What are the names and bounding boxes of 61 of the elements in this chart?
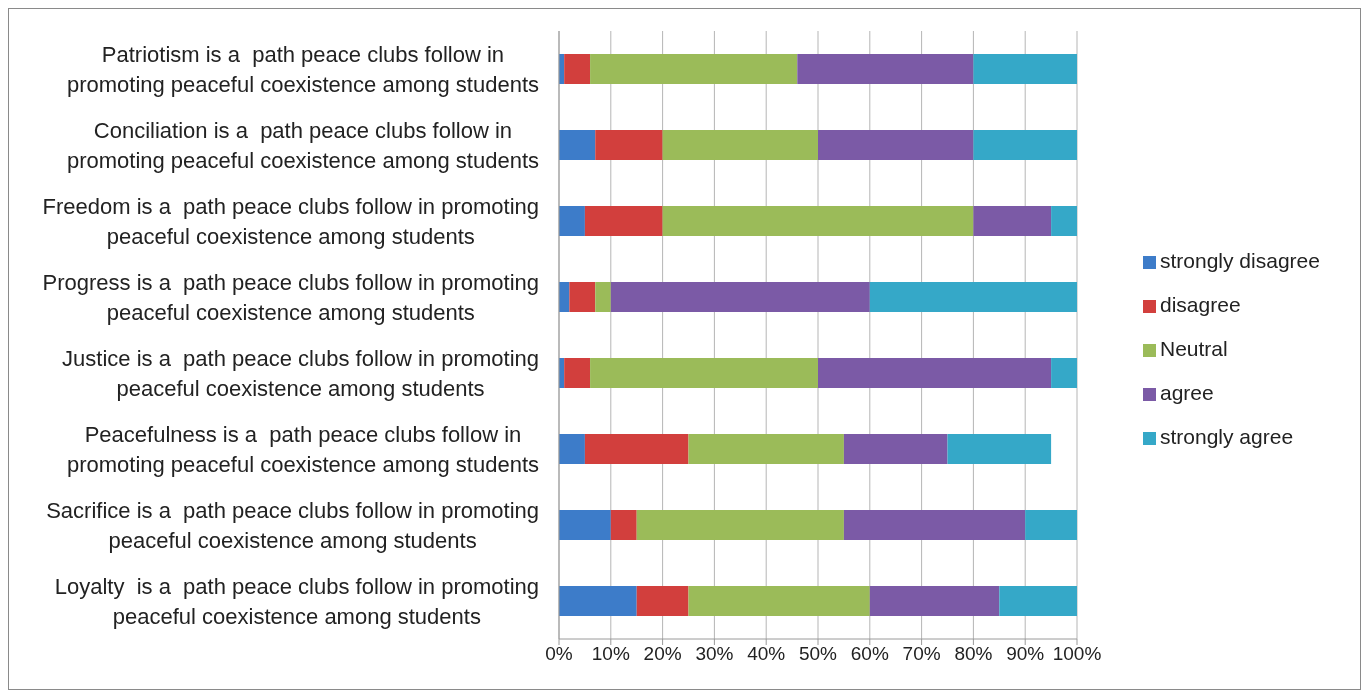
bar	[564, 54, 591, 84]
bar	[610, 510, 637, 540]
bar	[636, 586, 689, 616]
bar	[559, 434, 585, 464]
bar	[584, 206, 663, 236]
x-tick-label: 90%	[1006, 643, 1045, 665]
bar	[869, 282, 1077, 312]
bar	[843, 434, 948, 464]
bar	[688, 586, 870, 616]
y-tick-label: Patriotism is a path peace clubs follow in promoting peaceful coexistence among students	[66, 42, 540, 97]
y-tick-label: Sacrifice is a path peace clubs follow in promoting peaceful coexistence among students	[46, 498, 539, 553]
bar	[973, 54, 1077, 84]
bar	[1051, 358, 1077, 388]
bar	[564, 358, 591, 388]
bar	[973, 130, 1077, 160]
bar	[947, 434, 1052, 464]
bar	[636, 510, 844, 540]
bar	[610, 282, 870, 312]
bar	[1025, 510, 1077, 540]
bar	[590, 54, 798, 84]
bar	[595, 130, 663, 160]
x-tick-label: 40%	[747, 643, 786, 665]
y-tick-label: Freedom is a path peace clubs follow in promoting peaceful coexistence among students	[42, 194, 539, 249]
x-tick-label: 100%	[1052, 643, 1102, 665]
bar	[999, 586, 1077, 616]
x-tick-label: 70%	[902, 643, 941, 665]
bar	[688, 434, 844, 464]
x-tick-label: 80%	[954, 643, 993, 665]
bar	[818, 130, 974, 160]
bar	[559, 206, 585, 236]
bar	[584, 434, 689, 464]
bar	[662, 206, 974, 236]
bar	[1051, 206, 1077, 236]
bar	[869, 586, 1000, 616]
bar	[559, 510, 611, 540]
legend-label: strongly agree	[1160, 425, 1294, 448]
x-tick-label: 10%	[591, 643, 630, 665]
bar	[559, 130, 596, 160]
y-tick-label: Loyalty is a path peace clubs follow in promoting peaceful coexistence among students	[54, 574, 540, 629]
bar	[569, 282, 596, 312]
legend-label: strongly disagree	[1160, 249, 1320, 272]
y-tick-label: Justice is a path peace clubs follow in promoting peaceful coexistence among students	[62, 346, 539, 401]
bar	[559, 586, 637, 616]
bar	[797, 54, 974, 84]
x-tick-label: 20%	[643, 643, 682, 665]
legend-label: Neutral	[1160, 337, 1228, 360]
y-tick-label: Progress is a path peace clubs follow in promoting peaceful coexistence among students	[42, 270, 539, 325]
bar	[818, 358, 1052, 388]
legend-label: agree	[1160, 381, 1214, 404]
bar	[973, 206, 1052, 236]
bar	[843, 510, 1026, 540]
legend-label: disagree	[1160, 293, 1241, 316]
bar	[595, 282, 611, 312]
x-tick-label: 30%	[695, 643, 734, 665]
x-tick-label: 60%	[850, 643, 889, 665]
y-tick-label: Peacefulness is a path peace clubs follow in promoting peaceful coexistence among students	[66, 422, 540, 477]
y-tick-label: Conciliation is a path peace clubs follow in promoting peaceful coexistence among students	[66, 118, 540, 173]
bar	[590, 358, 818, 388]
bar	[662, 130, 818, 160]
x-tick-label: 50%	[798, 643, 838, 665]
x-tick-label: 0%	[545, 643, 573, 665]
